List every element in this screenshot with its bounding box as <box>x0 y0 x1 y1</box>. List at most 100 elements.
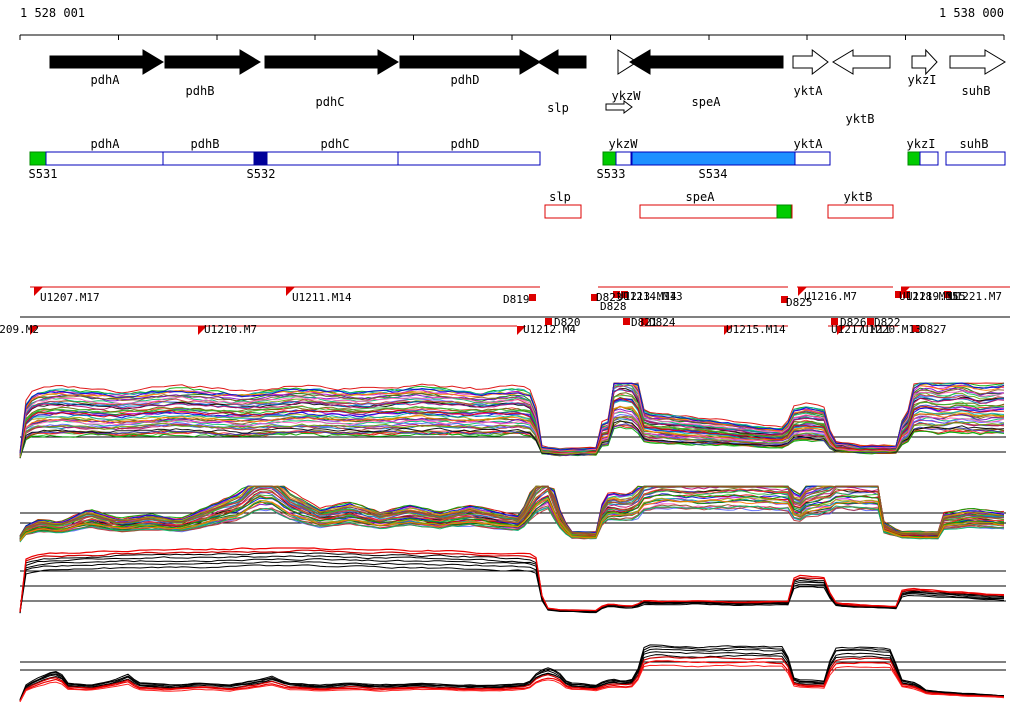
segment-gene-label: ykzW <box>609 137 639 151</box>
probe-square <box>591 294 598 301</box>
probe-label: U1217.M11 <box>831 323 891 336</box>
expression-line <box>19 382 1005 455</box>
segment-id-label: S532 <box>247 167 276 181</box>
probe-label: D823 <box>596 291 623 304</box>
probe-flag <box>837 326 846 335</box>
expression-line <box>19 555 1005 613</box>
expression-line <box>19 405 1005 457</box>
probe-label: U1219.M15 <box>906 290 966 303</box>
probe-label: U1212.M4 <box>523 323 576 336</box>
probe-square <box>831 318 838 325</box>
segment-marker-green <box>907 151 921 166</box>
probe-square <box>781 296 788 303</box>
probe-label: D819 <box>503 293 530 306</box>
gene-label-pdhC: pdhC <box>316 95 345 109</box>
transcript-box <box>639 204 793 219</box>
probe-label: U1213.M14 <box>617 290 677 303</box>
probe-label: U1207.M17 <box>40 291 100 304</box>
transcript-box <box>827 204 894 219</box>
gene-arrow-ykzI <box>911 48 938 76</box>
gene-label-slp: slp <box>547 101 569 115</box>
transcript-green-marker <box>776 204 792 219</box>
expression-line <box>19 645 1005 701</box>
expression-line <box>19 564 1005 614</box>
gene-arrow-ykzW-small <box>605 100 633 114</box>
probe-label: U1216.M7 <box>804 290 857 303</box>
gene-label-yktA: yktA <box>794 84 824 98</box>
probe-square <box>903 291 910 298</box>
gene-label-pdhD: pdhD <box>451 73 480 87</box>
probe-square <box>867 318 874 325</box>
probe-flag <box>517 326 526 335</box>
segment-gene-label: pdhD <box>451 137 480 151</box>
segment-gene-label: suhB <box>960 137 989 151</box>
segment-marker-green <box>29 151 47 166</box>
gene-arrow-speA <box>629 49 784 75</box>
gene-label-suhB: suhB <box>962 84 991 98</box>
gene-arrow-pdhB <box>164 49 261 75</box>
gene-arrow-yktB <box>832 49 891 75</box>
probe-label: D825 <box>786 296 813 309</box>
probe-square <box>545 318 552 325</box>
segment-box <box>919 151 939 166</box>
gene-arrow-slp <box>537 49 587 75</box>
expression-line <box>19 397 1005 457</box>
segment-marker-green <box>602 151 617 166</box>
probe-label: D824 <box>649 316 676 329</box>
transcript-label: yktB <box>844 190 873 204</box>
probe-flag <box>798 287 807 296</box>
probe-square <box>912 325 919 332</box>
expression-line <box>19 387 1005 456</box>
probe-label: U1214.M13 <box>623 290 683 303</box>
gene-arrow-yktA <box>792 48 829 76</box>
segment-id-label: S531 <box>29 167 58 181</box>
gene-label-yktB: yktB <box>846 112 875 126</box>
expression-line <box>19 505 1005 543</box>
gene-label-ykzW: ykzW <box>612 89 642 103</box>
probe-square <box>529 294 536 301</box>
expression-line <box>19 497 1005 541</box>
probe-label: D826 <box>840 316 867 329</box>
probe-flag <box>34 287 43 296</box>
probe-flag <box>198 326 207 335</box>
probe-label: U1209.M2 <box>0 323 39 336</box>
gene-label-pdhB: pdhB <box>186 84 215 98</box>
probe-label: D828 <box>600 300 627 313</box>
probe-square <box>895 291 902 298</box>
probe-label: U1210.M7 <box>204 323 257 336</box>
probe-label: D820 <box>554 316 581 329</box>
segment-box <box>615 151 632 166</box>
gene-arrow-pdhA <box>49 49 164 75</box>
transcript-label: speA <box>686 190 716 204</box>
probe-label: D821 <box>631 316 658 329</box>
segment-box <box>945 151 1006 166</box>
expression-line <box>19 549 1005 612</box>
segment-box <box>794 151 831 166</box>
probe-square <box>623 318 630 325</box>
gene-label-pdhA: pdhA <box>91 73 121 87</box>
probe-flag <box>724 326 733 335</box>
gene-arrow-ykzW <box>617 49 638 75</box>
segment-gene-label: pdhB <box>191 137 220 151</box>
ruler-end-coordinate: 1 538 000 <box>938 6 1004 20</box>
expression-line <box>19 654 1005 701</box>
expression-line <box>19 558 1004 613</box>
segment-gene-label: pdhA <box>91 137 121 151</box>
probe-label: U1215.M14 <box>726 323 786 336</box>
probe-flag <box>30 326 39 335</box>
expression-line <box>19 420 1005 459</box>
expression-line <box>19 423 1005 459</box>
probe-label: U1218.M15 <box>899 290 959 303</box>
expression-line <box>19 382 1005 454</box>
gene-arrow-suhB <box>949 49 1006 75</box>
segment-marker-navy <box>253 151 268 166</box>
probe-square <box>613 291 620 298</box>
gene-label-ykzI: ykzI <box>908 73 937 87</box>
segment-gene-label: ykzI <box>907 137 936 151</box>
gene-label-speA: speA <box>692 95 722 109</box>
gene-arrow-pdhC <box>264 49 399 75</box>
segment-id-label: S533 <box>597 167 626 181</box>
expression-line <box>19 664 1005 703</box>
